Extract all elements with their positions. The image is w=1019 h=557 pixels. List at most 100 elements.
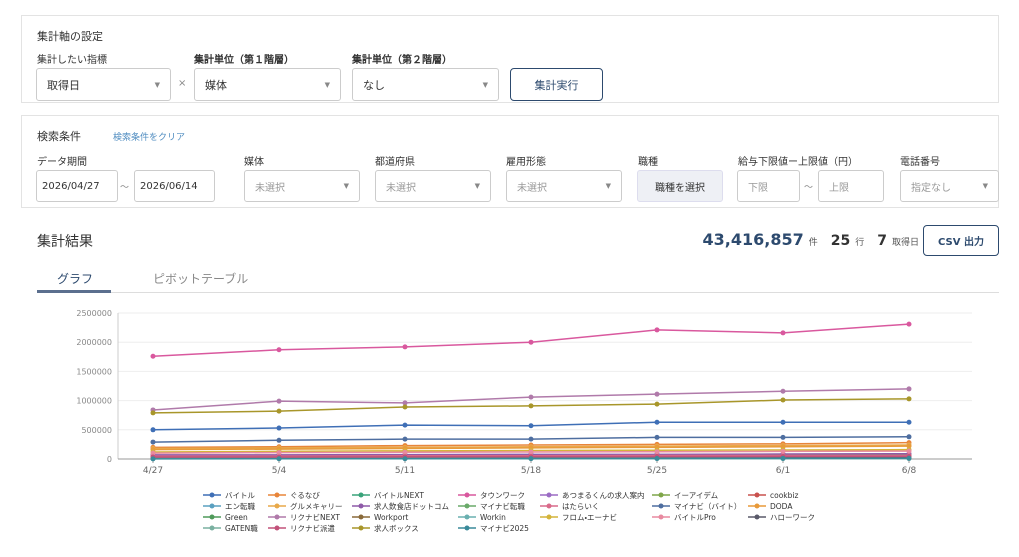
select[interactable]: 媒体 bbox=[194, 68, 341, 101]
point bbox=[276, 450, 282, 456]
legend-label: マイナビ転職 bbox=[480, 501, 525, 511]
legend-swatch bbox=[209, 525, 215, 531]
select[interactable]: なし bbox=[352, 68, 499, 101]
point bbox=[528, 423, 534, 429]
legend-label: GATEN職 bbox=[225, 523, 258, 533]
point bbox=[906, 419, 912, 425]
select[interactable]: 指定なし bbox=[900, 170, 999, 202]
point bbox=[654, 456, 660, 462]
label: 電話番号 bbox=[900, 157, 940, 168]
legend-label: cookbiz bbox=[770, 491, 798, 500]
rows: 25 bbox=[830, 233, 851, 249]
point bbox=[276, 398, 282, 404]
unit: 取得日 bbox=[891, 238, 919, 248]
x-tick-label: 5/18 bbox=[521, 466, 541, 476]
legend-swatch bbox=[658, 492, 664, 498]
tab[interactable]: ピボットテーブル bbox=[153, 272, 249, 286]
legend-label: Workin bbox=[480, 513, 506, 522]
legend-label: リクナビNEXT bbox=[290, 513, 340, 522]
point bbox=[654, 449, 660, 455]
date-input[interactable]: 2026/06/14 bbox=[134, 170, 215, 202]
unit: 行 bbox=[855, 238, 865, 248]
point bbox=[906, 455, 912, 461]
point bbox=[402, 422, 408, 428]
legend-swatch bbox=[209, 503, 215, 509]
label: 集計単位（第２階層） bbox=[352, 55, 452, 66]
point bbox=[402, 404, 408, 410]
x-tick-label: 5/11 bbox=[395, 466, 415, 476]
y-tick-label: 1500000 bbox=[76, 367, 112, 376]
select[interactable]: 取得日 bbox=[36, 68, 171, 101]
tab-underline bbox=[37, 290, 111, 293]
point bbox=[402, 456, 408, 462]
legend-swatch bbox=[464, 514, 470, 520]
point bbox=[528, 394, 534, 400]
point bbox=[276, 456, 282, 462]
legend-swatch bbox=[546, 503, 552, 509]
point bbox=[906, 386, 912, 392]
summary: 43,416,857 件 25 行 7 取得日 bbox=[703, 230, 920, 249]
legend-swatch bbox=[358, 525, 364, 531]
legend-swatch bbox=[464, 503, 470, 509]
legend-label: フロム・エーナビ bbox=[562, 513, 617, 522]
job-button[interactable]: 職種を選択 bbox=[637, 170, 723, 202]
legend-label: マイナビ2025 bbox=[480, 524, 529, 533]
point bbox=[906, 448, 912, 454]
legend-swatch bbox=[209, 492, 215, 498]
input[interactable]: 上限 bbox=[818, 170, 884, 202]
legend-swatch bbox=[209, 514, 215, 520]
legend-swatch bbox=[358, 492, 364, 498]
point bbox=[906, 434, 912, 440]
settings-title: 集計軸の設定 bbox=[37, 30, 103, 43]
label: データ期間 bbox=[37, 157, 87, 168]
legend-label: イーアイデム bbox=[674, 490, 718, 500]
point bbox=[402, 344, 408, 350]
legend-label: はたらいく bbox=[562, 502, 599, 511]
point bbox=[654, 434, 660, 440]
point bbox=[780, 397, 786, 403]
date-input[interactable]: 2026/04/27 bbox=[36, 170, 118, 202]
legend-label: リクナビ派遣 bbox=[290, 523, 335, 533]
point bbox=[528, 456, 534, 462]
legend-swatch bbox=[754, 514, 760, 520]
search-title: 検索条件 bbox=[37, 130, 81, 143]
point bbox=[276, 408, 282, 414]
tab[interactable]: グラフ bbox=[57, 272, 94, 286]
point bbox=[150, 410, 156, 416]
x-tick-label: 5/4 bbox=[272, 466, 287, 476]
legend-label: バイトルNEXT bbox=[374, 491, 424, 500]
select[interactable]: 未選択 bbox=[506, 170, 622, 202]
label: 職種 bbox=[638, 157, 658, 168]
run-button[interactable]: 集計実行 bbox=[510, 68, 603, 101]
csv-button[interactable]: CSV 出力 bbox=[923, 225, 999, 256]
label: 雇用形態 bbox=[506, 157, 546, 168]
point bbox=[402, 400, 408, 406]
point bbox=[654, 401, 660, 407]
point bbox=[150, 353, 156, 359]
legend-label: DODA bbox=[770, 502, 793, 511]
select[interactable]: 未選択 bbox=[244, 170, 360, 202]
legend-label: バイトル bbox=[225, 491, 255, 500]
select[interactable]: 未選択 bbox=[375, 170, 491, 202]
search-panel bbox=[21, 115, 999, 208]
legend-swatch bbox=[274, 492, 280, 498]
legend-label: ぐるなび bbox=[290, 491, 320, 500]
sep: 〜 bbox=[120, 183, 130, 193]
point bbox=[906, 321, 912, 327]
results-title: 集計結果 bbox=[37, 234, 93, 250]
point bbox=[780, 388, 786, 394]
point bbox=[276, 437, 282, 443]
input[interactable]: 下限 bbox=[737, 170, 800, 202]
legend-swatch bbox=[754, 503, 760, 509]
clear-link[interactable]: 検索条件をクリア bbox=[113, 133, 186, 143]
legend-label: Green bbox=[225, 513, 248, 522]
y-tick-label: 0 bbox=[107, 455, 112, 464]
legend-swatch bbox=[464, 525, 470, 531]
point bbox=[528, 436, 534, 442]
legend-swatch bbox=[274, 525, 280, 531]
y-tick-label: 500000 bbox=[81, 426, 112, 435]
legend-swatch bbox=[358, 503, 364, 509]
point bbox=[276, 347, 282, 353]
